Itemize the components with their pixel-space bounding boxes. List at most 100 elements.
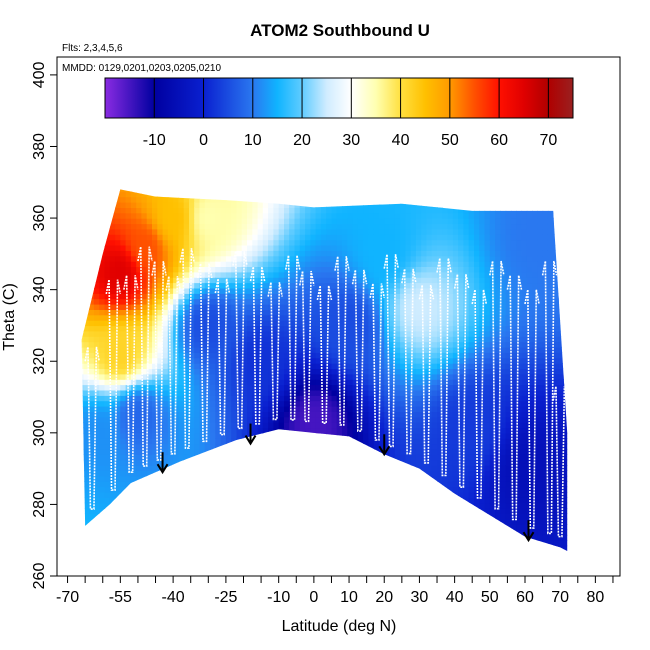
heatmap-cell xyxy=(247,481,253,488)
heatmap-cell xyxy=(125,422,132,429)
heatmap-cell xyxy=(130,287,137,294)
heatmap-cell xyxy=(347,181,353,187)
heatmap-cell xyxy=(109,524,116,531)
heatmap-cell xyxy=(152,244,158,251)
heatmap-cell xyxy=(215,363,222,369)
heatmap-cell xyxy=(320,411,327,418)
heatmap-cell xyxy=(81,212,84,219)
heatmap-cell xyxy=(215,508,222,514)
heatmap-cell xyxy=(199,196,206,203)
heatmap-cell xyxy=(220,191,227,198)
heatmap-cell xyxy=(352,524,359,531)
heatmap-cell xyxy=(347,304,354,310)
heatmap-cell xyxy=(231,228,238,235)
heatmap-cell xyxy=(320,212,327,219)
heatmap-cell xyxy=(81,196,84,203)
heatmap-cell xyxy=(305,513,311,520)
heatmap-cell xyxy=(363,277,369,284)
heatmap-cell xyxy=(331,422,338,429)
heatmap-cell xyxy=(389,218,396,225)
heatmap-cell xyxy=(210,432,216,439)
heatmap-cell xyxy=(210,266,216,273)
heatmap-cell xyxy=(410,513,417,520)
heatmap-cell xyxy=(299,459,306,466)
heatmap-cell xyxy=(294,481,301,488)
heatmap-cell xyxy=(400,465,406,471)
heatmap-cell xyxy=(189,330,195,337)
heatmap-cell xyxy=(136,459,143,466)
heatmap-cell xyxy=(215,250,222,257)
heatmap-cell xyxy=(421,255,428,262)
heatmap-cell xyxy=(162,282,169,289)
heatmap-cell xyxy=(109,287,116,294)
heatmap-cell xyxy=(104,481,111,488)
heatmap-cell xyxy=(379,475,385,482)
heatmap-cell xyxy=(194,486,201,493)
heatmap-cell xyxy=(415,250,422,257)
heatmap-cell xyxy=(437,438,443,445)
heatmap-cell xyxy=(342,384,348,391)
heatmap-cell xyxy=(289,330,296,337)
heatmap-cell xyxy=(81,218,84,225)
heatmap-cell xyxy=(415,304,422,310)
heatmap-cell xyxy=(173,293,179,300)
heatmap-cell xyxy=(410,395,417,402)
heatmap-cell xyxy=(247,271,253,278)
heatmap-cell xyxy=(225,282,232,289)
heatmap-cell xyxy=(215,196,222,203)
heatmap-cell xyxy=(320,454,327,461)
heatmap-cell xyxy=(337,181,343,187)
heatmap-cell xyxy=(373,223,380,230)
heatmap-cell xyxy=(331,228,338,235)
heatmap-cell xyxy=(289,325,296,332)
heatmap-cell xyxy=(231,298,238,305)
heatmap-cell xyxy=(81,448,84,455)
heatmap-cell xyxy=(347,191,354,198)
heatmap-cell xyxy=(120,491,127,498)
heatmap-cell xyxy=(331,196,338,203)
heatmap-cell xyxy=(363,346,369,353)
heatmap-cell xyxy=(278,298,285,305)
heatmap-cell xyxy=(189,320,195,327)
heatmap-cell xyxy=(210,196,216,203)
heatmap-cell xyxy=(88,540,95,547)
heatmap-cell xyxy=(167,320,174,327)
heatmap-cell xyxy=(363,287,369,294)
heatmap-cell xyxy=(320,459,327,466)
heatmap-cell xyxy=(310,191,317,198)
heatmap-cell xyxy=(252,304,259,310)
heatmap-cell xyxy=(81,384,84,391)
heatmap-cell xyxy=(115,202,121,208)
heatmap-cell xyxy=(257,395,264,402)
heatmap-cell xyxy=(289,282,296,289)
heatmap-cell xyxy=(394,341,401,348)
heatmap-cell xyxy=(368,524,375,531)
heatmap-cell xyxy=(368,491,375,498)
heatmap-cell xyxy=(410,189,417,192)
heatmap-cell xyxy=(342,481,348,488)
heatmap-cell xyxy=(405,368,412,375)
heatmap-cell xyxy=(384,443,391,450)
heatmap-cell xyxy=(130,223,137,230)
heatmap-cell xyxy=(379,534,385,541)
heatmap-cell xyxy=(262,255,269,262)
heatmap-cell xyxy=(236,508,243,514)
heatmap-cell xyxy=(136,298,143,305)
heatmap-cell xyxy=(442,202,449,208)
heatmap-cell xyxy=(268,443,274,450)
heatmap-cell xyxy=(104,497,111,504)
heatmap-cell xyxy=(81,438,84,445)
heatmap-cell xyxy=(83,427,90,434)
heatmap-cell xyxy=(236,228,243,235)
heatmap-cell xyxy=(99,389,106,396)
heatmap-cell xyxy=(215,244,222,251)
heatmap-cell xyxy=(400,189,406,192)
heatmap-cell xyxy=(415,534,422,541)
heatmap-cell xyxy=(189,357,195,364)
heatmap-cell xyxy=(231,212,238,219)
heatmap-cell xyxy=(352,454,359,461)
heatmap-cell xyxy=(167,540,174,547)
heatmap-cell xyxy=(310,293,317,300)
heatmap-cell xyxy=(183,481,190,488)
heatmap-cell xyxy=(379,422,385,429)
